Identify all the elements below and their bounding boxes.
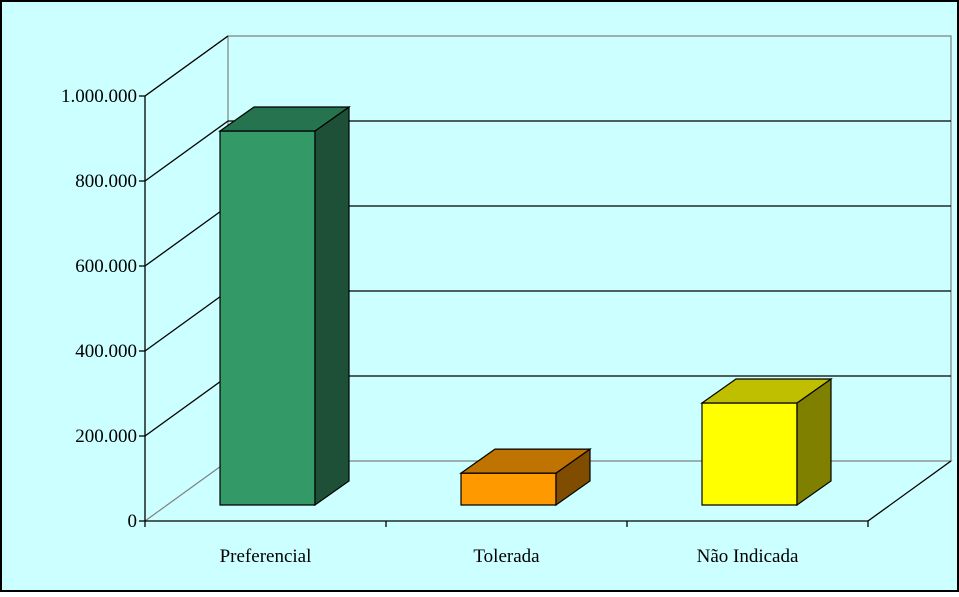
bars [218, 105, 833, 507]
bar-side-face [314, 105, 350, 507]
y-tick-label: 200.000 [75, 426, 137, 447]
bar-front-face [701, 402, 798, 506]
bar-preferencial [218, 105, 351, 507]
y-tick-label: 600.000 [75, 256, 137, 277]
y-tick-label: 0 [128, 511, 138, 532]
y-tick-label: 800.000 [75, 171, 137, 192]
bar-tolerada [459, 447, 592, 507]
bar-front-face [219, 130, 316, 506]
bar-top-face [700, 378, 833, 404]
axes [139, 95, 869, 527]
gridline-side [144, 35, 229, 97]
bar-top-face [218, 106, 351, 132]
bar-top-face [459, 448, 592, 474]
bar-n-o-indicada [700, 377, 833, 507]
gridline-side [144, 290, 229, 352]
floor-right-edge [867, 460, 952, 522]
bar-front-face [460, 472, 557, 506]
gridline-side [144, 120, 229, 182]
back-wall-outline [228, 35, 952, 461]
gridline-side [144, 375, 229, 437]
y-tick-label: 1.000.000 [61, 86, 137, 107]
x-category-label: Preferencial [220, 546, 312, 567]
axis-labels: 0 200.000 400.000 600.000 800.000 1.000.000 Pr… [61, 86, 799, 567]
gridline-side [144, 205, 229, 267]
x-category-label: Não Indicada [697, 546, 799, 567]
y-tick-label: 400.000 [75, 341, 137, 362]
x-category-label: Tolerada [473, 546, 540, 567]
